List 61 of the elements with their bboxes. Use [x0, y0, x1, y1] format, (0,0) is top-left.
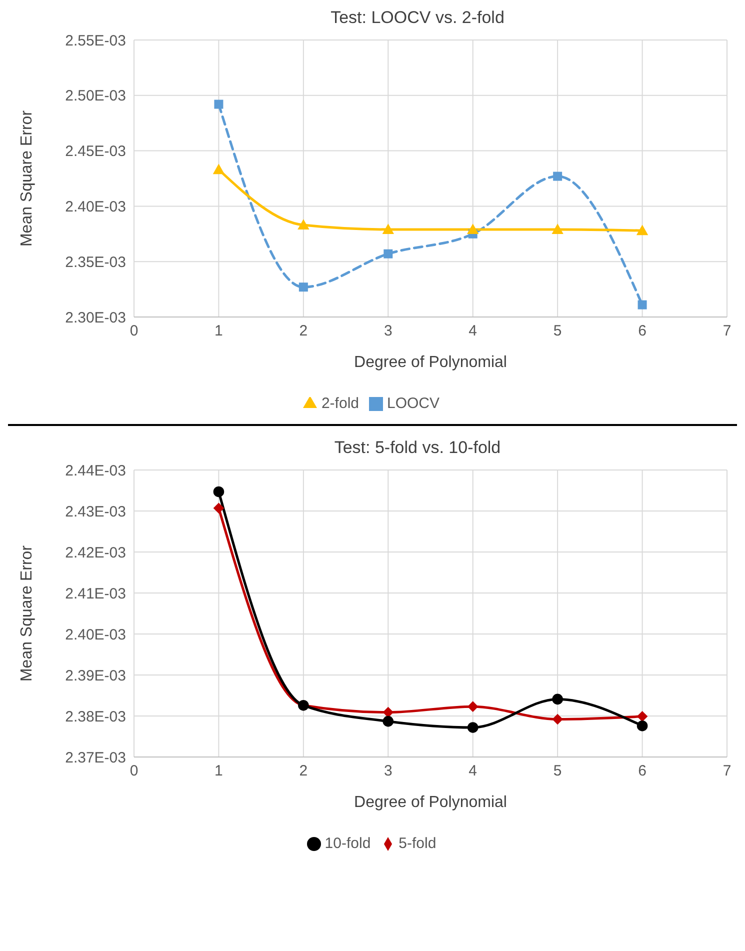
y-tick-label: 2.35E-03: [65, 254, 126, 271]
y-axis-title: Mean Square Error: [18, 110, 36, 247]
point: [298, 219, 310, 230]
legend-label: 10-fold: [324, 835, 371, 852]
y-tick-label: 2.50E-03: [65, 88, 126, 105]
y-tick-label: 2.55E-03: [65, 32, 126, 50]
y-tick-label: 2.40E-03: [65, 626, 126, 644]
point: [384, 249, 393, 258]
point: [553, 172, 562, 181]
legend-label: 2-fold: [321, 395, 359, 412]
point: [552, 714, 563, 725]
x-tick-label: 4: [468, 762, 478, 780]
y-tick-label: 2.37E-03: [65, 749, 126, 766]
x-tick-label: 7: [722, 322, 732, 340]
x-tick-label: 4: [468, 322, 478, 340]
x-tick-label: 5: [553, 322, 562, 340]
y-tick-label: 2.40E-03: [65, 198, 126, 216]
x-tick-label: 0: [130, 322, 138, 340]
x-tick-label: 1: [214, 322, 223, 340]
chart-title: Test: 5-fold vs. 10-fold: [333, 438, 502, 458]
point: [214, 100, 224, 109]
x-tick-label: 3: [384, 762, 392, 780]
x-tick-label: 3: [384, 322, 392, 340]
x-tick-label: 2: [299, 762, 308, 780]
y-tick-label: 2.43E-03: [65, 503, 126, 520]
point: [213, 502, 224, 514]
x-axis-title: Degree of Polynomial: [354, 794, 507, 811]
y-tick-label: 2.38E-03: [65, 708, 126, 726]
point: [636, 720, 648, 732]
legend-label: 5-fold: [398, 835, 436, 852]
point: [636, 711, 648, 722]
y-tick-label: 2.39E-03: [65, 667, 126, 684]
point: [552, 224, 564, 234]
point: [213, 486, 224, 498]
x-tick-label: 5: [553, 762, 562, 780]
y-tick-label: 2.41E-03: [65, 585, 126, 602]
x-tick-label: 0: [130, 762, 138, 780]
x-tick-label: 6: [638, 322, 646, 340]
point: [382, 224, 394, 234]
y-axis-title: Mean Square Error: [18, 544, 36, 682]
point: [636, 224, 648, 236]
y-tick-label: 2.44E-03: [65, 462, 126, 480]
point: [467, 722, 478, 733]
legend-label: LOOCV: [387, 395, 440, 412]
point: [638, 300, 647, 310]
point: [467, 701, 478, 712]
chart-title: Test: LOOCV vs. 2-fold: [330, 8, 506, 28]
x-tick-label: 1: [214, 762, 223, 780]
point: [467, 224, 479, 234]
y-tick-label: 2.42E-03: [65, 544, 126, 562]
y-tick-label: 2.45E-03: [65, 143, 126, 160]
point: [212, 164, 225, 174]
x-tick-label: 7: [722, 762, 732, 780]
x-tick-label: 6: [638, 762, 646, 780]
point: [382, 706, 394, 718]
y-tick-label: 2.30E-03: [65, 309, 126, 326]
point: [298, 282, 308, 292]
point: [382, 716, 394, 727]
point: [552, 694, 563, 705]
x-axis-title: Degree of Polynomial: [354, 354, 507, 371]
x-tick-label: 2: [299, 322, 308, 340]
